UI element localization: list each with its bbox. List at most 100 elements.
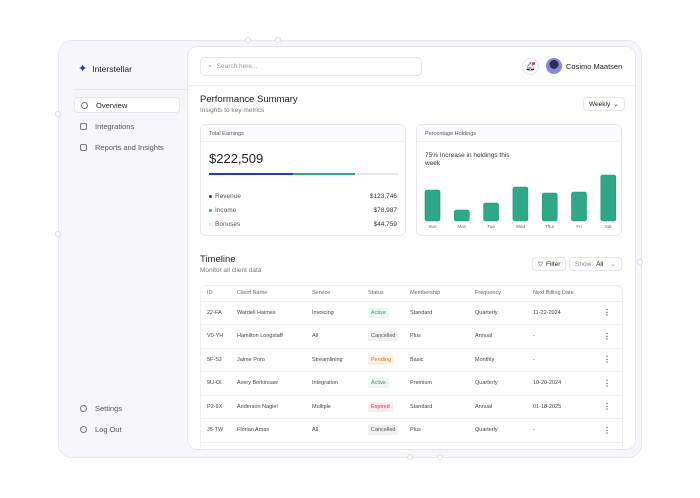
search-icon: ⌕ bbox=[208, 62, 212, 70]
holdings-card: Percentage Holdings 75% Increase in hold… bbox=[416, 124, 622, 236]
timeline-table: ID Client Name Service Status Membership Freq… bbox=[200, 285, 623, 443]
status-cell: Active bbox=[361, 301, 403, 325]
logout-icon bbox=[80, 425, 87, 433]
legend-bonuses: Bonuses $44,759 bbox=[209, 221, 397, 228]
table-cell: - bbox=[526, 418, 596, 443]
column-header[interactable]: Client Name bbox=[230, 285, 305, 302]
decor-dot bbox=[437, 454, 443, 460]
bar-fri[interactable] bbox=[571, 191, 587, 222]
show-select[interactable]: Show: All ⌄ bbox=[569, 257, 622, 271]
row-menu-icon[interactable]: ⋮ bbox=[596, 418, 623, 443]
table-cell: - bbox=[526, 348, 596, 372]
table-cell: Streamlining bbox=[305, 348, 361, 372]
nav-label: Overview bbox=[96, 100, 128, 110]
user-name: Cosimo Maatsen bbox=[566, 61, 623, 71]
show-value: All bbox=[596, 260, 604, 268]
status-badge: Cancelled bbox=[368, 331, 399, 342]
brand[interactable]: ✦ Interstellar bbox=[78, 62, 132, 75]
sidebar-item-overview[interactable]: Overview bbox=[74, 97, 180, 113]
bar-thur[interactable] bbox=[541, 192, 558, 222]
table-row[interactable]: P2-9X Anderson Nagiel Multiple Expired Stand… bbox=[200, 395, 623, 419]
gear-icon bbox=[80, 404, 87, 412]
filter-button[interactable]: ▽ Filter bbox=[532, 257, 567, 271]
period-select[interactable]: Weekly ⌄ bbox=[583, 97, 625, 111]
bar-tue[interactable] bbox=[483, 202, 499, 222]
sidebar-item-reports[interactable]: Reports and Insights bbox=[74, 139, 180, 155]
x-tick-label: Sun bbox=[428, 224, 437, 229]
table-cell: Plus bbox=[403, 418, 468, 443]
holdings-bar-chart: Sun Mon Tue Wed Thur Fri Sat bbox=[424, 174, 617, 229]
status-cell: Expired bbox=[361, 395, 403, 419]
notification-button[interactable]: 🔔︎ bbox=[522, 58, 539, 75]
x-tick-label: Fri bbox=[576, 224, 581, 229]
status-badge: Active bbox=[368, 378, 389, 389]
x-tick-label: Tue bbox=[487, 224, 495, 229]
status-badge: Cancelled bbox=[368, 425, 399, 436]
bar-sat[interactable] bbox=[600, 174, 617, 222]
table-row[interactable]: J5-TW Florian Amas All Cancelled Plus Quarter… bbox=[200, 418, 623, 443]
table-cell: Quarterly bbox=[468, 301, 526, 325]
legend-income: Income $78,987 bbox=[209, 207, 397, 214]
decor-dot bbox=[637, 259, 643, 265]
nav-label: Settings bbox=[95, 403, 123, 413]
search-input[interactable]: ⌕ Search here... bbox=[200, 57, 422, 76]
status-cell: Cancelled bbox=[361, 418, 403, 443]
table-row[interactable]: 22-FA Wardell Haimes Invoicing Active Standa… bbox=[200, 301, 623, 325]
avatar bbox=[546, 58, 562, 74]
status-cell: Active bbox=[361, 371, 403, 396]
bell-icon: 🔔︎ bbox=[525, 62, 536, 71]
decor-dot bbox=[245, 37, 251, 43]
section-subtitle: Insights to key metrics bbox=[200, 107, 265, 114]
card-title: Total Earnings bbox=[201, 125, 405, 142]
earnings-card: Total Earnings $222,509 Revenue $123,746 … bbox=[200, 124, 406, 236]
table-cell: Standard bbox=[403, 395, 468, 419]
row-menu-icon[interactable]: ⋮ bbox=[596, 324, 623, 349]
status-cell: Pending bbox=[361, 348, 403, 372]
chevron-down-icon: ⌄ bbox=[610, 261, 616, 268]
table-cell: Florian Amas bbox=[230, 418, 305, 443]
filter-icon: ▽ bbox=[538, 261, 543, 268]
table-cell: 5F-SJ bbox=[200, 348, 230, 372]
user-menu[interactable]: Cosimo Maatsen bbox=[546, 58, 622, 74]
bar-wed[interactable] bbox=[512, 186, 529, 222]
column-header[interactable]: Status bbox=[361, 285, 403, 302]
column-header[interactable]: Frequency bbox=[468, 285, 526, 302]
bar-mon[interactable] bbox=[453, 209, 470, 222]
nav-label: Reports and Insights bbox=[95, 142, 164, 152]
sidebar-item-settings[interactable]: Settings bbox=[74, 400, 180, 416]
main-panel: ⌕ Search here... 🔔︎ Cosimo Maatsen Perfor… bbox=[187, 46, 636, 450]
row-menu-icon[interactable]: ⋮ bbox=[596, 301, 623, 325]
column-header[interactable]: Service bbox=[305, 285, 361, 302]
divider bbox=[74, 89, 187, 90]
bar-sun[interactable] bbox=[424, 189, 441, 222]
nav-label: Integrations bbox=[95, 121, 135, 131]
row-menu-icon[interactable]: ⋮ bbox=[596, 348, 623, 372]
sidebar-item-logout[interactable]: Log Out bbox=[74, 421, 180, 437]
table-cell: 10-20-2024 bbox=[526, 371, 596, 396]
column-header[interactable]: Next Billing Date bbox=[526, 285, 596, 302]
sidebar-item-integrations[interactable]: Integrations bbox=[74, 118, 180, 134]
column-header[interactable]: Membership bbox=[403, 285, 468, 302]
table-cell: - bbox=[526, 324, 596, 349]
card-title: Percentage Holdings bbox=[417, 125, 621, 142]
column-header[interactable]: ID bbox=[200, 285, 230, 302]
row-menu-icon[interactable]: ⋮ bbox=[596, 371, 623, 396]
timeline-subtitle: Monitor all client data bbox=[200, 267, 262, 274]
section-title: Performance Summary bbox=[200, 94, 298, 105]
column-header-actions bbox=[596, 285, 623, 302]
table-cell: Hamilton Longstaff bbox=[230, 324, 305, 349]
row-menu-icon[interactable]: ⋮ bbox=[596, 395, 623, 419]
table-cell: Monthly bbox=[468, 348, 526, 372]
chevron-down-icon: ⌄ bbox=[613, 101, 619, 108]
decor-dot bbox=[55, 111, 61, 117]
table-cell: 11-22-2024 bbox=[526, 301, 596, 325]
table-cell: Quarterly bbox=[468, 371, 526, 396]
table-row[interactable]: V0-YH Hamilton Longstaff All Cancelled Plus A… bbox=[200, 324, 623, 349]
sidebar: ✦ Interstellar Overview Integrations Repo… bbox=[62, 46, 187, 450]
table-row[interactable]: 5F-SJ Jaime Poro Streamlining Pending Basic M… bbox=[200, 348, 623, 372]
table-row[interactable]: 9U-OI Avery Berkinsaw Integration Active Pre… bbox=[200, 371, 623, 396]
globe-icon bbox=[81, 101, 88, 109]
table-cell: 9U-OI bbox=[200, 371, 230, 396]
table-cell: Standard bbox=[403, 301, 468, 325]
divider bbox=[188, 85, 635, 86]
